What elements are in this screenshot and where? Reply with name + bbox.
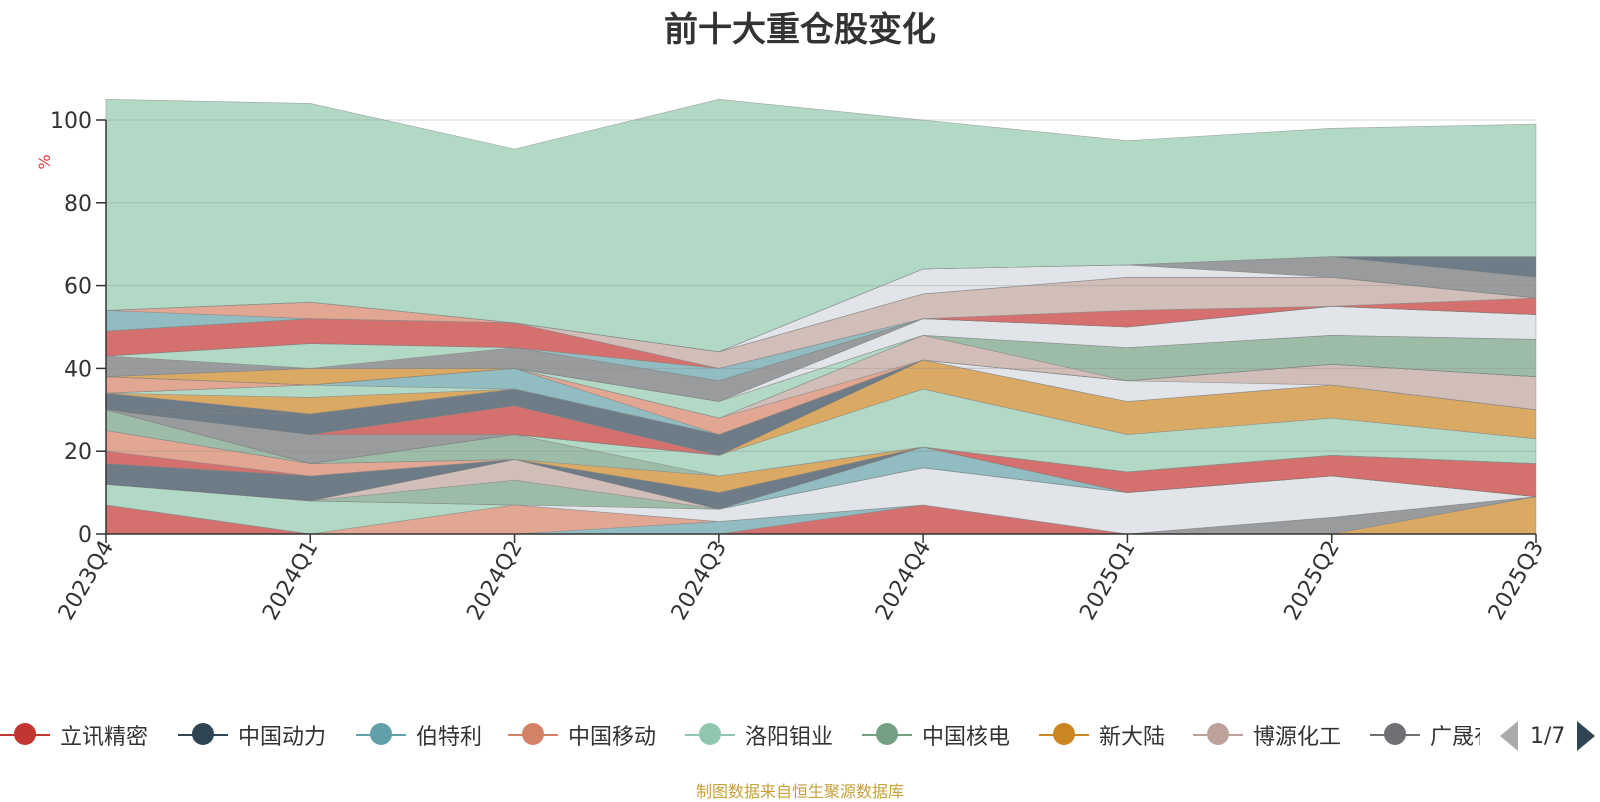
- legend-label: 博源化工: [1253, 725, 1342, 750]
- legend-item[interactable]: 中国核电: [862, 716, 1010, 754]
- legend-label: 中国移动: [568, 725, 657, 750]
- y-tick-label: 0: [78, 523, 92, 548]
- legend-marker-icon: [0, 723, 50, 747]
- x-tick-label: 2024Q3: [667, 537, 732, 625]
- legend: 立讯精密 中国动力 伯特利 中国移动 洛阳钼业 中国核电 新大陆 博源化工 广晟有色: [0, 716, 1480, 754]
- legend-marker-icon: [1370, 723, 1420, 747]
- legend-marker-icon: [862, 723, 912, 747]
- y-tick-label: 80: [64, 192, 92, 217]
- y-axis-label: %: [35, 154, 54, 169]
- legend-marker-icon: [356, 723, 406, 747]
- y-tick-label: 60: [64, 275, 92, 300]
- legend-item[interactable]: 中国动力: [178, 716, 326, 754]
- area-series-42: [105, 98, 1537, 353]
- legend-label: 新大陆: [1099, 725, 1166, 750]
- x-tick-label: 2025Q1: [1075, 537, 1140, 625]
- x-tick-label: 2024Q4: [871, 537, 936, 625]
- legend-marker-icon: [1039, 723, 1089, 747]
- legend-item[interactable]: 立讯精密: [0, 716, 148, 754]
- legend-marker-icon: [685, 723, 735, 747]
- x-tick-label: 2024Q2: [462, 537, 527, 625]
- legend-label: 中国核电: [922, 725, 1011, 750]
- data-source-note: 制图数据来自恒生聚源数据库: [695, 782, 904, 801]
- legend-label: 广晟有色: [1430, 725, 1480, 750]
- legend-label: 立讯精密: [60, 725, 149, 750]
- legend-next-page-icon[interactable]: [1577, 721, 1596, 751]
- legend-item[interactable]: 中国移动: [508, 716, 656, 754]
- legend-prev-page-icon[interactable]: [1500, 721, 1518, 751]
- x-tick-label: 2025Q3: [1484, 537, 1549, 625]
- legend-marker-icon: [508, 723, 558, 747]
- legend-item[interactable]: 伯特利: [356, 716, 482, 754]
- x-tick-label: 2024Q1: [258, 537, 323, 625]
- legend-item[interactable]: 广晟有色: [1370, 716, 1480, 754]
- legend-label: 伯特利: [416, 725, 483, 750]
- legend-label: 中国动力: [238, 725, 327, 750]
- x-tick-label: 2025Q2: [1280, 537, 1345, 625]
- chart-title: 前十大重仓股变化: [664, 10, 936, 50]
- y-tick-label: 100: [50, 109, 92, 134]
- legend-item[interactable]: 博源化工: [1193, 716, 1341, 754]
- stacked-area-chart: 0 20 40 60 80 100 2023Q4 2024Q1 2024Q2 2024Q3 2024…: [35, 98, 1549, 625]
- legend-label: 洛阳钼业: [745, 725, 834, 750]
- legend-page-indicator: 1/7: [1530, 723, 1566, 749]
- y-tick-label: 40: [64, 357, 92, 382]
- legend-marker-icon: [1193, 723, 1243, 747]
- legend-marker-icon: [178, 723, 228, 747]
- legend-pager: 1/7: [1500, 718, 1596, 754]
- x-tick-label: 2023Q4: [54, 537, 119, 625]
- legend-item[interactable]: 洛阳钼业: [685, 716, 833, 754]
- legend-item[interactable]: 新大陆: [1039, 716, 1165, 754]
- y-tick-label: 20: [64, 440, 92, 465]
